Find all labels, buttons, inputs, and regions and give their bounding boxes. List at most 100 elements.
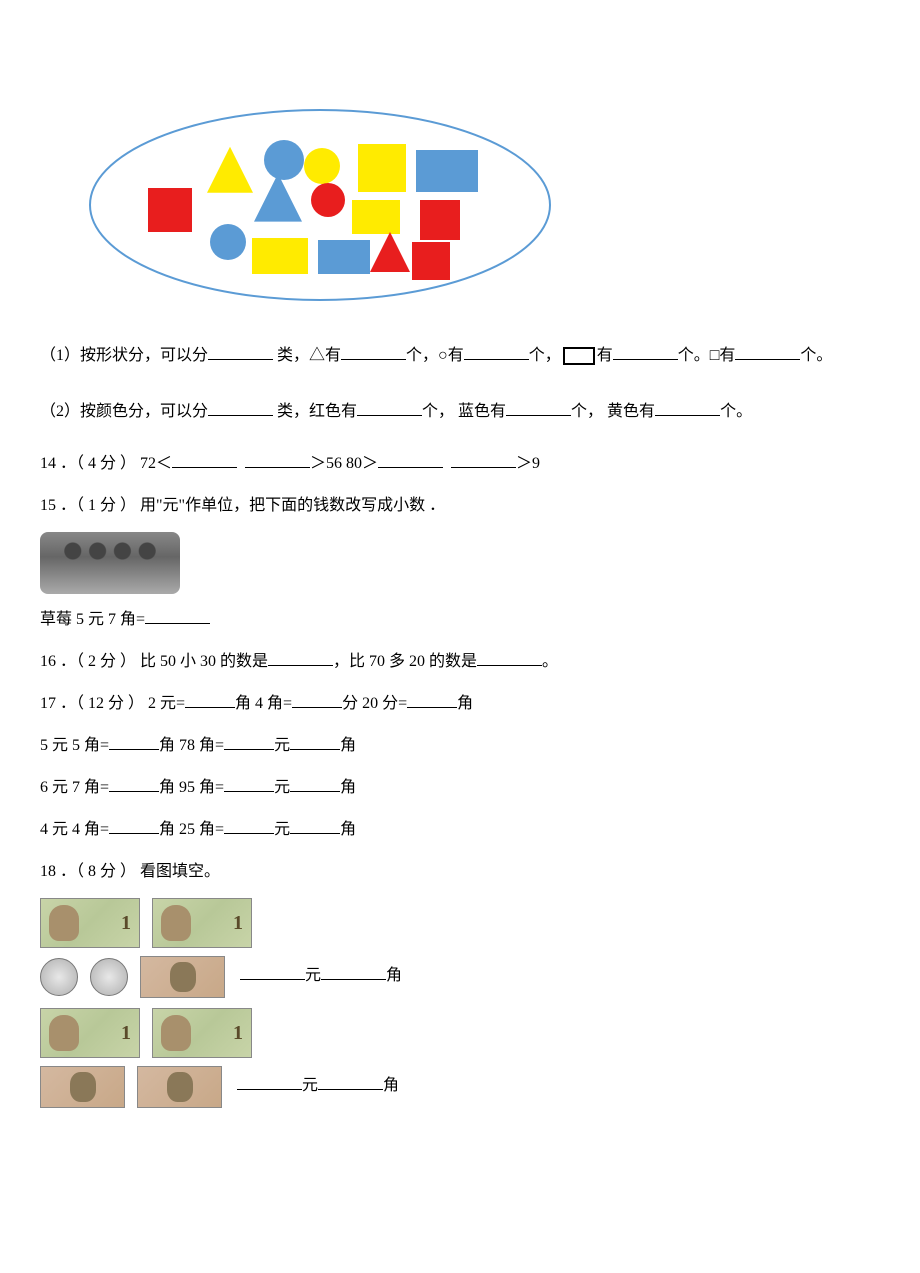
q-text: 。: [542, 653, 558, 670]
blank[interactable]: [290, 776, 340, 792]
blank[interactable]: [735, 344, 800, 360]
question-14: 14 ．（ 4 分 ） 72＜ ＞56 80＞ ＞9: [40, 448, 880, 480]
shapes-svg: [80, 100, 560, 310]
q-text: 6 元 7 角=: [40, 779, 109, 796]
unit-jiao: 角: [386, 967, 402, 984]
q-text: ＞56 80＞: [310, 455, 378, 472]
q-text: 个， 蓝色有: [422, 403, 506, 420]
banknote-1yuan: [40, 1008, 140, 1058]
q-label: 17 ．（ 12 分 ）: [40, 695, 144, 712]
coin: [40, 958, 78, 996]
blank[interactable]: [240, 964, 305, 980]
q-label: 18 ．（ 8 分 ）: [40, 863, 136, 880]
blank[interactable]: [477, 650, 542, 666]
question-18: 18 ．（ 8 分 ） 看图填空。: [40, 856, 880, 888]
unit-yuan: 元: [302, 1077, 318, 1094]
q-text: 草莓 5 元 7 角=: [40, 611, 145, 628]
q-text: 元: [274, 779, 290, 796]
unit-jiao: 角: [383, 1077, 399, 1094]
question-15: 15 ．（ 1 分 ） 用"元"作单位，把下面的钱数改写成小数 ．: [40, 490, 880, 522]
blank[interactable]: [237, 1074, 302, 1090]
q-text: （2）按颜色分，可以分: [40, 403, 208, 420]
q-text: 元: [274, 821, 290, 838]
blank[interactable]: [321, 964, 386, 980]
q-text: 用"元"作单位，把下面的钱数改写成小数 ．: [140, 497, 445, 514]
q-label: 14 ．（ 4 分 ）: [40, 455, 136, 472]
blank[interactable]: [290, 818, 340, 834]
q-text: 个， 黄色有: [571, 403, 655, 420]
q-text: 个。: [800, 347, 832, 364]
q-text: 个，: [529, 347, 561, 364]
q-text: 角 4 角=: [235, 695, 292, 712]
blank[interactable]: [318, 1074, 383, 1090]
blank[interactable]: [109, 776, 159, 792]
blank[interactable]: [506, 400, 571, 416]
q-text: 看图填空。: [140, 863, 220, 880]
blank[interactable]: [224, 818, 274, 834]
coin: [90, 958, 128, 996]
q-text: 角: [340, 779, 356, 796]
q-text: 2 元=: [148, 695, 185, 712]
blank[interactable]: [357, 400, 422, 416]
money-group-1: 元角: [40, 898, 880, 998]
q-text: 角: [457, 695, 473, 712]
blank[interactable]: [613, 344, 678, 360]
q-text: 比 50 小 30 的数是: [140, 653, 268, 670]
strawberry-image: [40, 532, 180, 594]
q-text: ，比 70 多 20 的数是: [333, 653, 477, 670]
banknote-5jiao: [140, 956, 225, 998]
q-label: 16 ．（ 2 分 ）: [40, 653, 136, 670]
banknote-1yuan: [152, 1008, 252, 1058]
q-text: （1）按形状分，可以分: [40, 347, 208, 364]
question-17-line3: 6 元 7 角= 角 95 角= 元 角: [40, 772, 880, 804]
blank[interactable]: [208, 400, 273, 416]
blank[interactable]: [208, 344, 273, 360]
blank[interactable]: [378, 452, 443, 468]
banknote-5jiao: [137, 1066, 222, 1108]
blank[interactable]: [224, 776, 274, 792]
blank[interactable]: [185, 692, 235, 708]
blank[interactable]: [268, 650, 333, 666]
q-text: 角: [340, 821, 356, 838]
banknote-1yuan: [152, 898, 252, 948]
money-group-2: 元角: [40, 1008, 880, 1108]
blank[interactable]: [109, 734, 159, 750]
blank[interactable]: [341, 344, 406, 360]
shapes-diagram: [80, 100, 880, 310]
blank[interactable]: [109, 818, 159, 834]
q-text: 角 95 角=: [159, 779, 224, 796]
banknote-5jiao: [40, 1066, 125, 1108]
q-text: ＞9: [516, 455, 540, 472]
q-text: 72＜: [140, 455, 172, 472]
unit-yuan: 元: [305, 967, 321, 984]
question-17-line4: 4 元 4 角= 角 25 角= 元 角: [40, 814, 880, 846]
q-text: 角 25 角=: [159, 821, 224, 838]
question-16: 16 ．（ 2 分 ） 比 50 小 30 的数是 ，比 70 多 20 的数是 。: [40, 646, 880, 678]
blank[interactable]: [407, 692, 457, 708]
blank[interactable]: [224, 734, 274, 750]
rectangle-icon: [563, 347, 595, 365]
q-text: 个，○有: [406, 347, 464, 364]
question-17-line2: 5 元 5 角= 角 78 角= 元 角: [40, 730, 880, 762]
q-text: 角 78 角=: [159, 737, 224, 754]
q-text: 个。: [720, 403, 752, 420]
q-text: 类，△有: [273, 347, 341, 364]
blank[interactable]: [245, 452, 310, 468]
blank[interactable]: [655, 400, 720, 416]
q-text: 4 元 4 角=: [40, 821, 109, 838]
blank[interactable]: [292, 692, 342, 708]
question-shape-classify: （1）按形状分，可以分 类，△有 个，○有 个， 有 个。□有 个。: [40, 340, 880, 372]
q-text: 有: [597, 347, 613, 364]
blank[interactable]: [172, 452, 237, 468]
q-text: 角: [340, 737, 356, 754]
blank[interactable]: [451, 452, 516, 468]
q-text: 5 元 5 角=: [40, 737, 109, 754]
q-label: 15 ．（ 1 分 ）: [40, 497, 136, 514]
question-15-answer: 草莓 5 元 7 角=: [40, 604, 880, 636]
blank[interactable]: [145, 608, 210, 624]
blank[interactable]: [464, 344, 529, 360]
blank[interactable]: [290, 734, 340, 750]
q-text: 元: [274, 737, 290, 754]
q-text: 分 20 分=: [342, 695, 407, 712]
q-text: 个。□有: [678, 347, 736, 364]
